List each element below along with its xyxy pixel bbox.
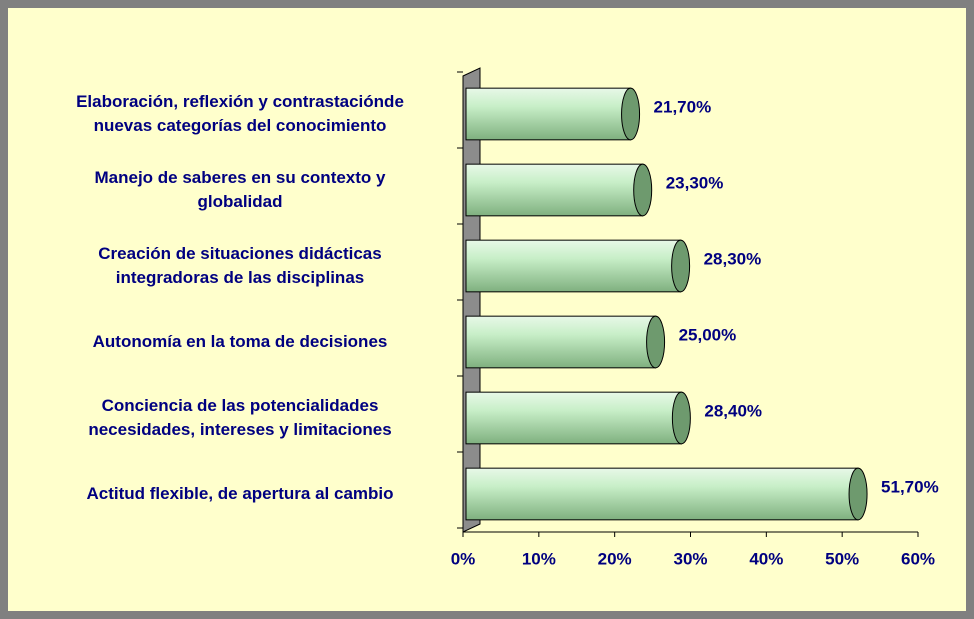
value-label: 21,70% — [654, 97, 712, 116]
x-tick-label: 50% — [825, 549, 859, 568]
bar-cap — [633, 163, 653, 217]
bar — [465, 239, 682, 293]
value-label: 28,30% — [704, 249, 762, 268]
bar — [465, 315, 657, 369]
bar — [465, 467, 859, 521]
bar — [465, 163, 644, 217]
bar-cap — [646, 315, 666, 369]
category-label: Manejo de saberes en su contexto y globa… — [94, 168, 386, 211]
bar-cap — [671, 391, 691, 445]
category-label: Actitud flexible, de apertura al cambio — [86, 484, 394, 503]
x-tick-label: 60% — [901, 549, 935, 568]
x-tick-label: 0% — [451, 549, 476, 568]
category-label: Conciencia de las potencialidades necesi… — [88, 396, 392, 439]
category-label: Autonomía en la toma de decisiones — [92, 332, 388, 351]
value-label: 25,00% — [679, 325, 737, 344]
x-tick-label: 20% — [598, 549, 632, 568]
bar — [465, 87, 632, 141]
category-label: Elaboración, reflexión y contrastaciónde… — [76, 92, 404, 135]
value-label: 28,40% — [704, 401, 762, 420]
bar — [465, 391, 682, 445]
value-label: 51,70% — [881, 477, 939, 496]
bar-cap — [671, 239, 691, 293]
bar-cap — [621, 87, 641, 141]
x-tick-label: 10% — [522, 549, 556, 568]
x-tick-label: 40% — [749, 549, 783, 568]
value-label: 23,30% — [666, 173, 724, 192]
x-tick-label: 30% — [673, 549, 707, 568]
category-label: Creación de situaciones didácticas integ… — [98, 244, 382, 287]
bar-cap — [848, 467, 868, 521]
